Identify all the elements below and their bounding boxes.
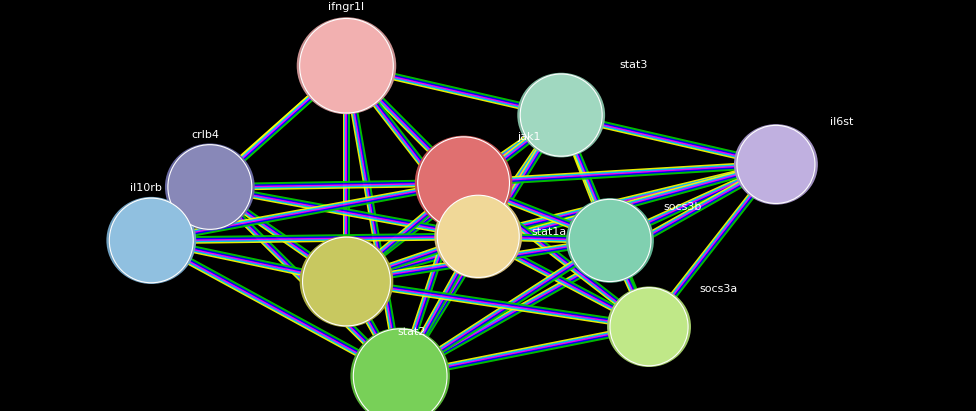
- Text: stat3: stat3: [620, 60, 648, 70]
- Ellipse shape: [350, 328, 450, 411]
- Ellipse shape: [734, 124, 818, 205]
- Ellipse shape: [353, 329, 447, 411]
- Ellipse shape: [303, 237, 390, 326]
- Ellipse shape: [569, 199, 651, 282]
- Ellipse shape: [517, 73, 605, 157]
- Ellipse shape: [109, 198, 193, 283]
- Ellipse shape: [520, 74, 602, 156]
- Text: socs3a: socs3a: [700, 284, 738, 294]
- Ellipse shape: [415, 136, 512, 230]
- Ellipse shape: [300, 236, 393, 327]
- Ellipse shape: [737, 125, 815, 203]
- Text: il10rb: il10rb: [131, 183, 162, 193]
- Ellipse shape: [418, 137, 509, 229]
- Ellipse shape: [168, 145, 252, 229]
- Text: stat1a: stat1a: [532, 227, 567, 237]
- Ellipse shape: [106, 197, 196, 284]
- Text: il6st: il6st: [830, 118, 853, 127]
- Text: stat2: stat2: [397, 327, 426, 337]
- Text: ifngr1l: ifngr1l: [328, 2, 365, 12]
- Text: jak1: jak1: [517, 132, 541, 142]
- Ellipse shape: [437, 195, 519, 277]
- Ellipse shape: [434, 194, 522, 279]
- Ellipse shape: [607, 286, 691, 367]
- Ellipse shape: [300, 18, 393, 113]
- Ellipse shape: [297, 17, 396, 114]
- Text: socs3b: socs3b: [664, 202, 702, 212]
- Ellipse shape: [610, 288, 688, 366]
- Ellipse shape: [566, 198, 654, 283]
- Text: crlb4: crlb4: [191, 130, 219, 140]
- Ellipse shape: [165, 143, 255, 231]
